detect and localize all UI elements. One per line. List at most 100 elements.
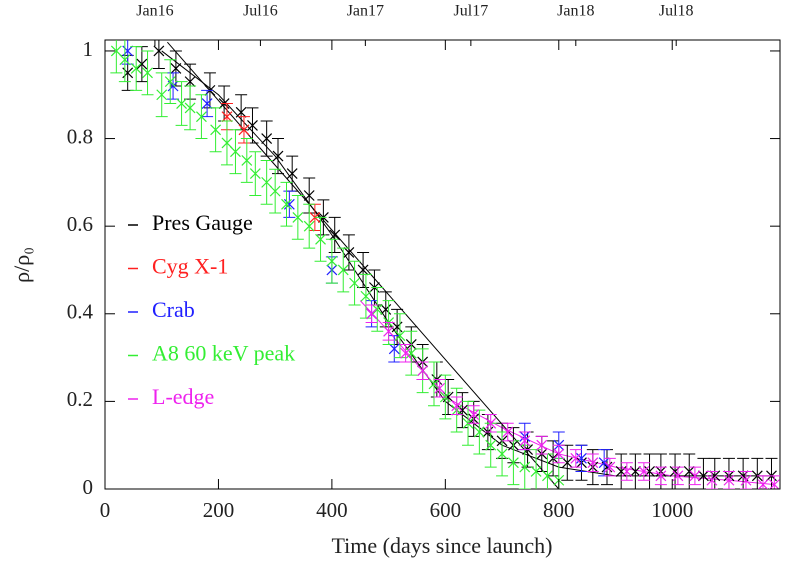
point xyxy=(315,233,326,245)
point xyxy=(542,470,553,482)
point xyxy=(405,347,417,359)
point xyxy=(241,155,253,166)
point xyxy=(757,479,769,489)
point xyxy=(604,461,616,473)
x2-tick-label: Jan16 xyxy=(136,3,173,20)
point xyxy=(561,457,573,469)
point xyxy=(371,303,383,315)
point xyxy=(136,58,148,70)
point xyxy=(261,133,273,144)
point xyxy=(366,308,378,320)
point xyxy=(142,67,153,79)
point xyxy=(221,137,233,149)
x2-tick-label: Jan18 xyxy=(557,3,594,20)
point xyxy=(247,119,258,131)
point xyxy=(485,417,497,429)
point xyxy=(473,426,485,438)
y-tick-label: 0 xyxy=(83,475,94,499)
y-tick-label: 1 xyxy=(83,37,94,61)
point xyxy=(496,448,508,460)
legend-label: Pres Gauge xyxy=(152,210,253,235)
y-tick-label: 0.4 xyxy=(67,300,94,324)
legend-label: L-edge xyxy=(152,384,214,409)
point xyxy=(343,247,355,258)
point xyxy=(230,146,241,158)
point xyxy=(740,474,752,486)
point xyxy=(184,76,196,88)
legend-label: Cyg X-1 xyxy=(152,254,228,279)
x-tick-label: 0 xyxy=(100,498,111,522)
x-tick-label: 200 xyxy=(203,498,235,522)
point xyxy=(672,470,684,482)
point xyxy=(119,54,131,66)
point xyxy=(621,466,633,477)
point xyxy=(644,466,655,477)
point xyxy=(261,176,273,188)
point xyxy=(360,290,372,302)
point xyxy=(329,229,341,241)
point xyxy=(201,98,213,109)
point xyxy=(210,124,222,136)
point xyxy=(326,255,338,267)
x2-tick-label: Jul16 xyxy=(243,3,278,20)
point xyxy=(507,457,519,469)
x-tick-label: 400 xyxy=(316,498,348,522)
point xyxy=(456,404,468,416)
point xyxy=(519,461,531,473)
point xyxy=(349,277,361,289)
x-tick-label: 800 xyxy=(543,498,575,522)
point xyxy=(530,466,542,477)
point xyxy=(638,466,650,477)
x2-tick-label: Jan17 xyxy=(347,3,384,20)
point xyxy=(587,457,599,469)
point xyxy=(598,457,610,469)
point xyxy=(357,264,369,276)
legend-label: A8 60 keV peak xyxy=(152,341,295,366)
point xyxy=(485,439,497,451)
point xyxy=(655,470,667,482)
point xyxy=(570,452,582,464)
point xyxy=(553,448,565,460)
point xyxy=(536,439,548,451)
point xyxy=(110,45,122,57)
point xyxy=(176,98,188,109)
point xyxy=(238,124,250,136)
x-tick-label: 1000 xyxy=(651,498,693,522)
y-axis-label: ρ/ρ₀ xyxy=(9,247,34,283)
point xyxy=(337,264,349,276)
point xyxy=(130,63,142,74)
point xyxy=(428,378,440,390)
point xyxy=(281,198,292,210)
point xyxy=(235,106,247,118)
x2-tick-label: Jul18 xyxy=(659,3,694,20)
point xyxy=(286,168,298,180)
point xyxy=(615,466,627,477)
point xyxy=(303,220,315,232)
point xyxy=(502,426,514,438)
point xyxy=(156,89,168,101)
point xyxy=(303,190,315,201)
point xyxy=(400,347,412,359)
point xyxy=(723,474,735,486)
y-tick-label: 0.8 xyxy=(67,124,93,148)
point xyxy=(629,466,641,477)
point xyxy=(468,409,480,420)
point xyxy=(434,382,446,394)
point xyxy=(768,479,780,489)
x-tick-label: 600 xyxy=(430,498,462,522)
point xyxy=(689,470,701,482)
point xyxy=(697,470,709,482)
point xyxy=(383,325,395,337)
point xyxy=(451,400,463,412)
point xyxy=(388,343,400,355)
point xyxy=(394,330,406,342)
point xyxy=(292,211,304,223)
point xyxy=(249,168,261,180)
point xyxy=(683,466,695,477)
point xyxy=(272,150,284,162)
point xyxy=(706,474,718,486)
y-tick-label: 0.6 xyxy=(67,212,93,236)
point xyxy=(417,365,429,377)
plot-area xyxy=(110,40,780,489)
point xyxy=(221,111,233,123)
